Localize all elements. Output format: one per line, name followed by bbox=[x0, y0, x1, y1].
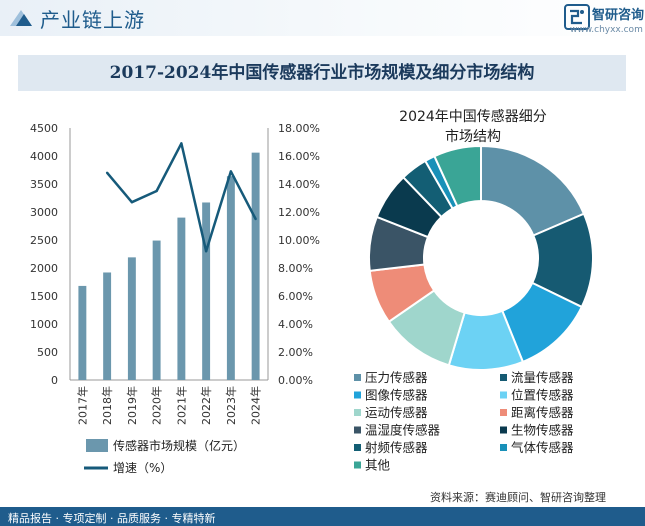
y-tick-label-left: 4000 bbox=[30, 150, 58, 163]
brand-name: 智研咨询 bbox=[592, 8, 645, 23]
y-tick-label-right: 8.00% bbox=[278, 262, 313, 275]
x-tick-label: 2024年 bbox=[249, 386, 263, 425]
pie-legend-label: 流量传感器 bbox=[511, 370, 574, 385]
pie-legend-swatch bbox=[500, 444, 507, 451]
y-tick-label-right: 12.00% bbox=[278, 206, 320, 219]
y-tick-label-left: 500 bbox=[37, 346, 58, 359]
y-tick-label-left: 2000 bbox=[30, 262, 58, 275]
y-tick-label-right: 4.00% bbox=[278, 318, 313, 331]
source-note: 资料来源：赛迪顾问、智研咨询整理 bbox=[430, 491, 606, 504]
pie-legend-swatch bbox=[354, 461, 361, 469]
bar bbox=[127, 257, 136, 380]
growth-point bbox=[254, 217, 257, 221]
legend-label-line: 增速（%） bbox=[113, 461, 172, 475]
y-tick-label-right: 2.00% bbox=[278, 346, 313, 359]
y-tick-label-left: 0 bbox=[51, 374, 58, 387]
pie-title-line-1: 2024年中国传感器细分 bbox=[399, 108, 547, 125]
legend-swatch-bar bbox=[86, 439, 108, 452]
x-tick-label: 2021年 bbox=[174, 386, 188, 425]
y-tick-label-left: 1000 bbox=[30, 318, 58, 331]
pie-legend-swatch bbox=[354, 391, 361, 399]
pie-legend-swatch bbox=[354, 426, 361, 434]
pie-legend-swatch bbox=[354, 444, 361, 451]
growth-point bbox=[155, 189, 158, 193]
pie-legend-swatch bbox=[500, 409, 507, 416]
pie-legend-label: 射频传感器 bbox=[365, 440, 428, 455]
header-band: 产业链上游 智研咨询 www.chyxx.com bbox=[0, 0, 645, 36]
pie-legend-swatch bbox=[500, 391, 507, 399]
growth-point bbox=[180, 142, 183, 145]
pie-legend-label: 其他 bbox=[365, 458, 391, 473]
y-tick-label-right: 10.00% bbox=[278, 234, 320, 247]
x-tick-label: 2020年 bbox=[150, 386, 164, 425]
y-tick-label-left: 4500 bbox=[30, 122, 58, 135]
legend-label-bar: 传感器市场规模（亿元） bbox=[113, 438, 245, 453]
bar bbox=[202, 202, 211, 380]
pie-title-line-2: 市场结构 bbox=[445, 128, 501, 145]
footer-band: 精品报告 · 专项定制 · 品质服务 · 专精特新 bbox=[0, 507, 645, 526]
pie-legend-label: 压力传感器 bbox=[365, 370, 428, 385]
y-tick-label-left: 3500 bbox=[30, 178, 58, 191]
y-tick-label-left: 1500 bbox=[30, 290, 58, 303]
pie-legend-swatch bbox=[354, 374, 361, 381]
pie-legend-label: 温湿度传感器 bbox=[365, 423, 441, 438]
brand-logo-icon bbox=[564, 4, 590, 30]
growth-point bbox=[105, 171, 109, 174]
pie-legend-label: 气体传感器 bbox=[511, 440, 574, 455]
pie-legend-swatch bbox=[354, 409, 361, 416]
pie-slice bbox=[433, 144, 482, 208]
x-tick-label: 2017年 bbox=[75, 386, 89, 425]
chart-title: 2017-2024年中国传感器行业市场规模及细分市场结构 bbox=[109, 63, 535, 83]
x-tick-label: 2018年 bbox=[100, 386, 114, 425]
x-tick-label: 2023年 bbox=[224, 386, 238, 425]
growth-point bbox=[229, 170, 233, 173]
bar bbox=[152, 240, 161, 380]
y-tick-label-left: 3000 bbox=[30, 206, 58, 219]
brand-url: www.chyxx.com bbox=[570, 25, 643, 35]
x-tick-label: 2019年 bbox=[125, 386, 139, 425]
pie-legend-swatch bbox=[500, 426, 507, 434]
section-mark-icon bbox=[10, 10, 32, 26]
bar bbox=[78, 285, 87, 380]
pie-legend-label: 距离传感器 bbox=[511, 405, 574, 420]
bar bbox=[103, 272, 112, 380]
y-tick-label-right: 14.00% bbox=[278, 178, 320, 191]
pie-legend-label: 运动传感器 bbox=[365, 405, 428, 420]
footer-text: 精品报告 · 专项定制 · 品质服务 · 专精特新 bbox=[8, 512, 216, 525]
pie-legend-label: 位置传感器 bbox=[511, 388, 574, 403]
bar bbox=[251, 152, 260, 380]
x-tick-label: 2022年 bbox=[199, 386, 213, 425]
y-tick-label-right: 0.00% bbox=[278, 374, 313, 387]
y-tick-label-right: 6.00% bbox=[278, 290, 313, 303]
pie-legend-label: 图像传感器 bbox=[365, 388, 428, 403]
pie-legend-swatch bbox=[500, 374, 507, 381]
section-title: 产业链上游 bbox=[40, 8, 145, 32]
pie-legend-label: 生物传感器 bbox=[511, 423, 574, 438]
y-tick-label-right: 16.00% bbox=[278, 150, 320, 163]
growth-point bbox=[204, 250, 208, 253]
y-tick-label-left: 2500 bbox=[30, 234, 58, 247]
title-bar: 2017-2024年中国传感器行业市场规模及细分市场结构 bbox=[18, 55, 626, 91]
y-tick-label-right: 18.00% bbox=[278, 122, 320, 135]
growth-point bbox=[130, 201, 134, 204]
bar bbox=[177, 217, 186, 380]
bar bbox=[226, 176, 235, 380]
